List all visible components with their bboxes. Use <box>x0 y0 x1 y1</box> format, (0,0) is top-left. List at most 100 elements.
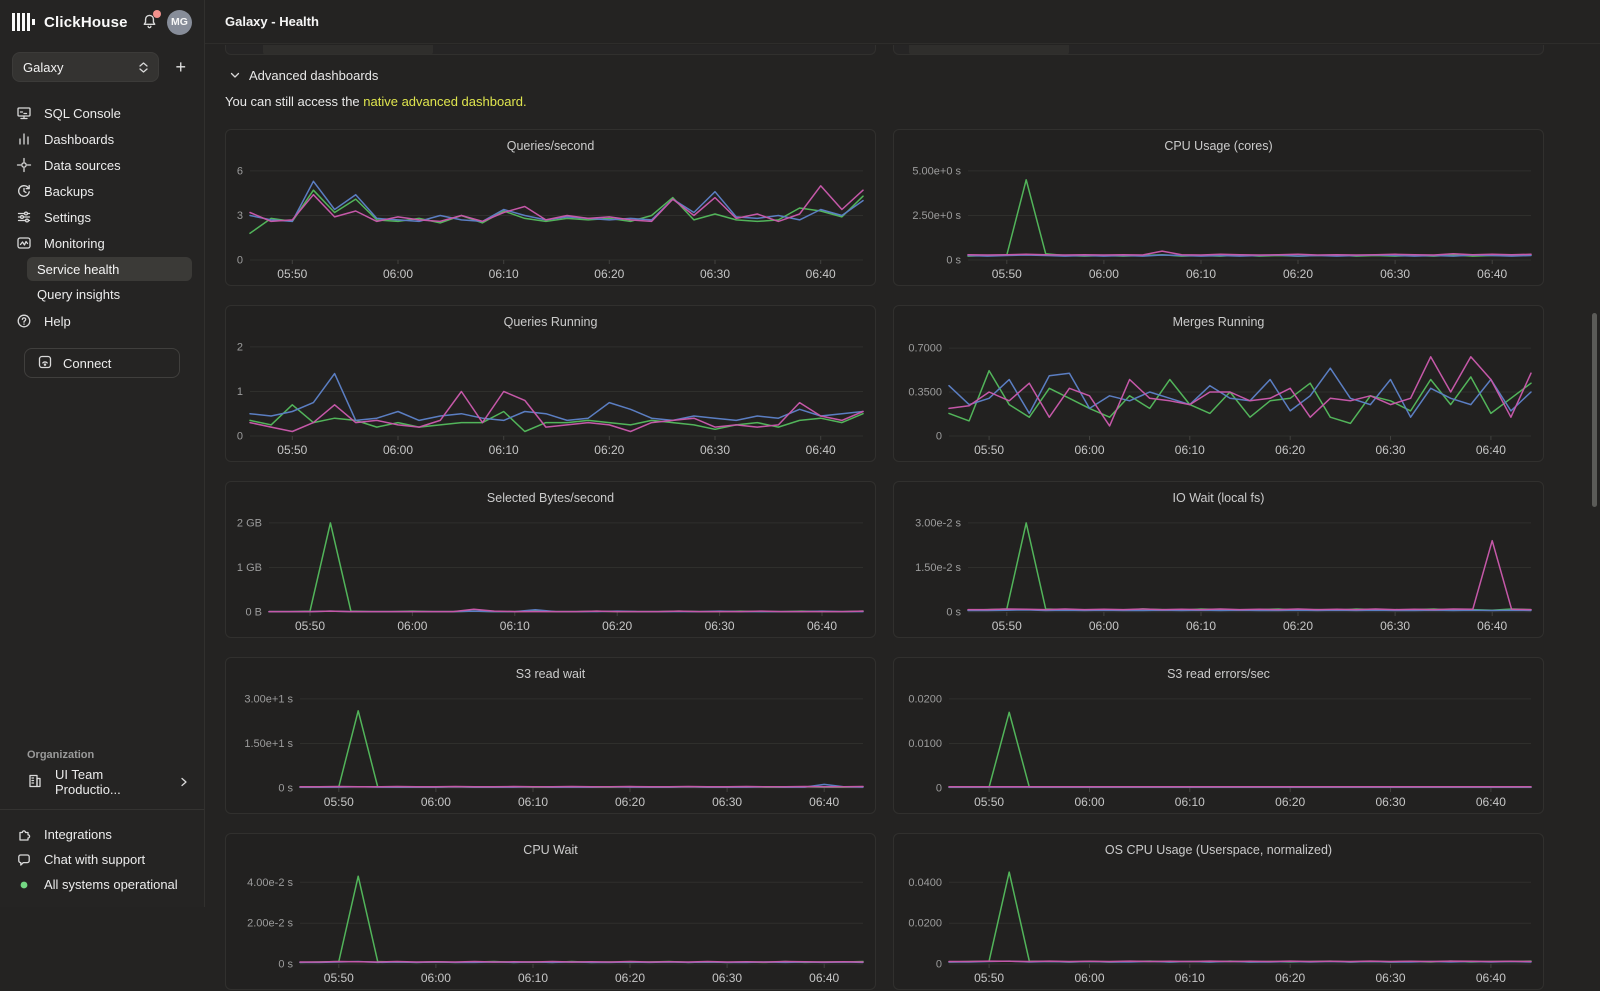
svg-text:05:50: 05:50 <box>324 971 354 985</box>
svg-text:06:30: 06:30 <box>1380 619 1410 633</box>
data-sources-icon <box>16 157 32 173</box>
svg-text:2.00e-2 s: 2.00e-2 s <box>247 918 293 930</box>
sidebar-subitem-label: Query insights <box>37 287 120 302</box>
clipped-card-inner <box>909 45 1069 55</box>
svg-text:05:50: 05:50 <box>992 267 1022 281</box>
sidebar-header: ClickHouse MG <box>0 0 204 44</box>
svg-text:06:20: 06:20 <box>615 971 645 985</box>
svg-text:2: 2 <box>237 341 243 353</box>
service-selector-value: Galaxy <box>23 60 63 75</box>
svg-text:06:40: 06:40 <box>809 971 839 985</box>
organization-switcher[interactable]: UI Team Productio... <box>0 769 204 795</box>
chart-title: OS CPU Usage (Userspace, normalized) <box>894 834 1543 857</box>
svg-text:0 s: 0 s <box>946 255 961 267</box>
svg-text:06:40: 06:40 <box>1477 267 1507 281</box>
svg-text:1: 1 <box>237 386 243 398</box>
svg-text:1 GB: 1 GB <box>237 562 262 574</box>
native-dashboard-link[interactable]: native advanced dashboard. <box>363 94 526 109</box>
dashboards-icon <box>16 131 32 147</box>
svg-text:06:40: 06:40 <box>806 267 836 281</box>
notifications-button[interactable] <box>141 13 159 31</box>
svg-text:05:50: 05:50 <box>992 619 1022 633</box>
svg-text:06:10: 06:10 <box>1186 619 1216 633</box>
svg-text:3.00e-2 s: 3.00e-2 s <box>915 517 961 529</box>
sidebar-item-service-health[interactable]: Service health <box>27 257 192 281</box>
svg-text:0.0400: 0.0400 <box>908 877 942 889</box>
svg-text:06:30: 06:30 <box>1380 267 1410 281</box>
sidebar-item-integrations[interactable]: Integrations <box>0 822 204 847</box>
monitoring-icon <box>16 235 32 251</box>
add-service-button[interactable]: + <box>171 56 190 78</box>
sidebar-item-data-sources[interactable]: Data sources <box>12 152 192 178</box>
svg-text:0 s: 0 s <box>278 783 293 795</box>
sidebar-item-label: Dashboards <box>44 132 114 147</box>
service-selector[interactable]: Galaxy <box>12 52 159 82</box>
svg-text:06:40: 06:40 <box>1476 971 1506 985</box>
integrations-puzzle-icon <box>16 827 32 843</box>
svg-text:06:20: 06:20 <box>594 267 624 281</box>
svg-text:06:20: 06:20 <box>1283 619 1313 633</box>
clipped-card <box>893 45 1544 55</box>
sidebar-item-backups[interactable]: Backups <box>12 178 192 204</box>
advanced-dashboards-toggle[interactable]: Advanced dashboards <box>205 68 1600 83</box>
advanced-dashboards-label: Advanced dashboards <box>249 68 378 83</box>
sidebar: ClickHouse MG Galaxy + <box>0 0 205 907</box>
svg-text:0.0200: 0.0200 <box>908 693 942 705</box>
connect-button[interactable]: Connect <box>24 348 180 378</box>
sidebar-item-monitoring[interactable]: Monitoring <box>12 230 192 256</box>
svg-text:06:10: 06:10 <box>1175 795 1205 809</box>
svg-text:06:20: 06:20 <box>594 443 624 457</box>
svg-text:06:00: 06:00 <box>1074 971 1104 985</box>
svg-text:0: 0 <box>237 255 243 267</box>
svg-text:3: 3 <box>237 210 243 222</box>
svg-text:06:20: 06:20 <box>1275 971 1305 985</box>
chart-title: S3 read errors/sec <box>894 658 1543 681</box>
sidebar-item-dashboards[interactable]: Dashboards <box>12 126 192 152</box>
sidebar-item-label: Backups <box>44 184 94 199</box>
svg-text:06:40: 06:40 <box>806 443 836 457</box>
sidebar-item-label: SQL Console <box>44 106 121 121</box>
sidebar-divider <box>0 809 204 810</box>
avatar[interactable]: MG <box>167 10 192 35</box>
chart-title: Selected Bytes/second <box>226 482 875 505</box>
sidebar-item-settings[interactable]: Settings <box>12 204 192 230</box>
svg-text:06:00: 06:00 <box>1074 443 1104 457</box>
scrollbar-thumb[interactable] <box>1592 313 1597 507</box>
svg-text:2 GB: 2 GB <box>237 517 262 529</box>
sidebar-item-query-insights[interactable]: Query insights <box>27 282 192 306</box>
sql-console-icon <box>16 105 32 121</box>
svg-text:1.50e-2 s: 1.50e-2 s <box>915 562 961 574</box>
svg-text:0 s: 0 s <box>278 959 293 971</box>
svg-text:06:40: 06:40 <box>1476 443 1506 457</box>
svg-text:06:30: 06:30 <box>1375 795 1405 809</box>
svg-text:06:40: 06:40 <box>807 619 837 633</box>
sidebar-item-chat-support[interactable]: Chat with support <box>0 847 204 872</box>
sidebar-item-help[interactable]: Help <box>12 308 192 334</box>
svg-text:6: 6 <box>237 165 243 177</box>
svg-text:06:10: 06:10 <box>1175 971 1205 985</box>
svg-text:06:20: 06:20 <box>1275 443 1305 457</box>
status-green-dot-icon <box>16 877 32 893</box>
chevron-right-icon <box>180 775 188 790</box>
svg-text:06:20: 06:20 <box>1275 795 1305 809</box>
system-status[interactable]: All systems operational <box>0 872 204 897</box>
sidebar-item-sql-console[interactable]: SQL Console <box>12 100 192 126</box>
backups-icon <box>16 183 32 199</box>
svg-text:06:00: 06:00 <box>383 443 413 457</box>
chart-title: Queries/second <box>226 130 875 153</box>
connect-label: Connect <box>63 356 111 371</box>
